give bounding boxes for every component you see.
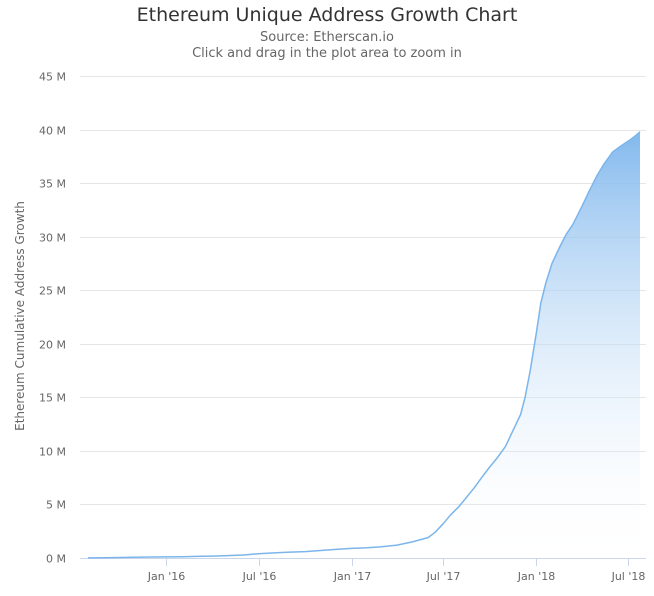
y-tick-label: 15 M [39, 392, 66, 405]
x-tick-label: Jan '16 [147, 570, 185, 583]
y-tick-label: 45 M [39, 71, 66, 84]
x-axis-ticks: Jan '16 Jul '16 Jan '17 Jul '17 Jan '18 Jul '… [147, 558, 646, 583]
x-tick-label: Jul '16 [242, 570, 277, 583]
chart-subtitle-source: Source: Etherscan.io [260, 30, 394, 45]
y-tick-label: 0 M [46, 553, 66, 566]
y-tick-label: 10 M [39, 446, 66, 459]
x-tick-label: Jan '17 [333, 570, 371, 583]
y-axis-ticks: 0 M 5 M 10 M 15 M 20 M 25 M 30 M 35 M 40 M 45 M [39, 71, 66, 566]
y-tick-label: 20 M [39, 339, 66, 352]
y-axis-title: Ethereum Cumulative Address Growth [13, 201, 27, 431]
y-tick-label: 35 M [39, 178, 66, 191]
x-tick-label: Jul '18 [611, 570, 646, 583]
series-line [87, 131, 641, 559]
y-tick-label: 25 M [39, 285, 66, 298]
y-tick-label: 5 M [46, 499, 66, 512]
series-area-group [87, 131, 641, 559]
chart-title: Ethereum Unique Address Growth Chart [136, 4, 518, 26]
y-tick-label: 30 M [39, 232, 66, 245]
chart-subtitle-zoom-hint: Click and drag in the plot area to zoom … [192, 46, 462, 61]
y-tick-label: 40 M [39, 125, 66, 138]
x-tick-label: Jan '18 [517, 570, 555, 583]
x-tick-label: Jul '17 [426, 570, 461, 583]
